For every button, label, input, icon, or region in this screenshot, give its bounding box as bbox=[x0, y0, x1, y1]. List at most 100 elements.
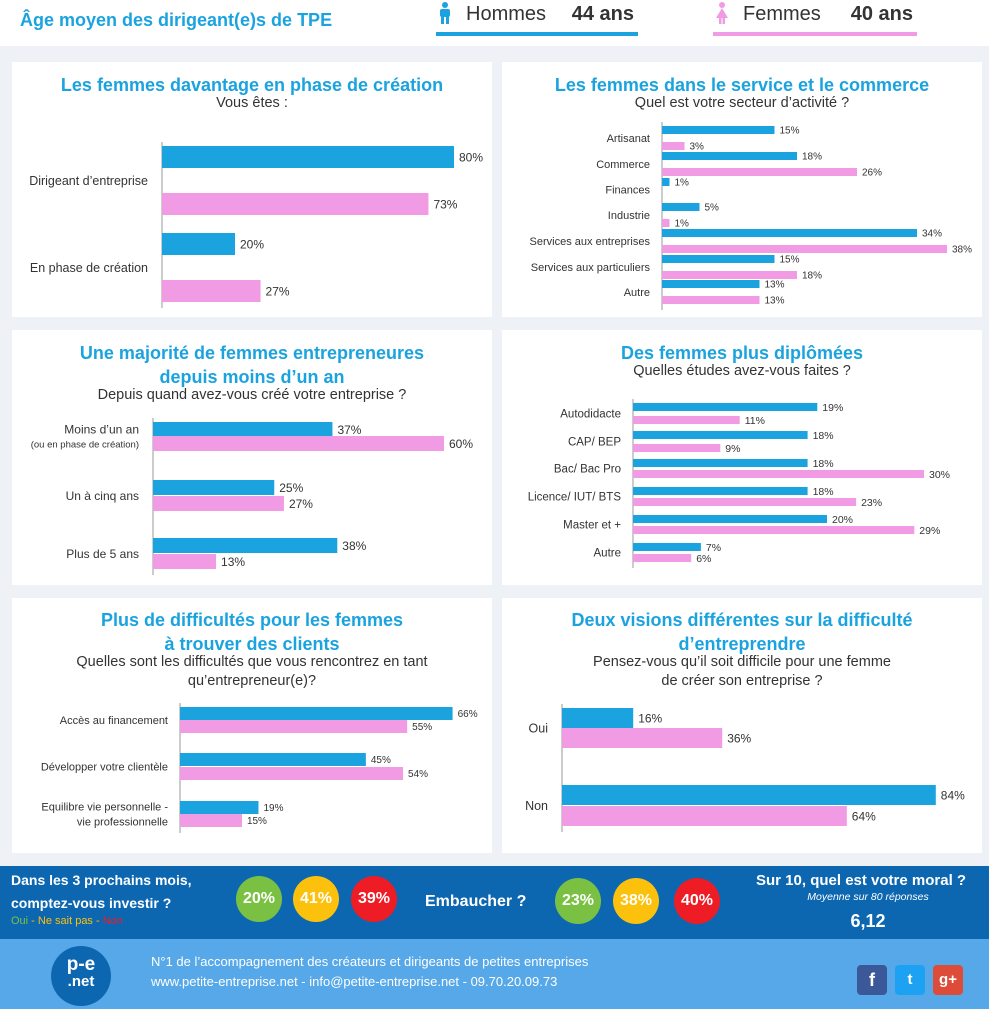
category-label: Moins d’un an bbox=[64, 422, 139, 436]
data-label: 18% bbox=[813, 430, 834, 442]
bar-hommes bbox=[162, 233, 235, 255]
category-label: Equilibre vie personnelle - bbox=[41, 801, 168, 813]
bar-femmes bbox=[662, 245, 947, 253]
data-label: 9% bbox=[725, 443, 740, 455]
category-label: Oui bbox=[529, 722, 548, 736]
brand-logo: p-e .net bbox=[51, 946, 111, 1006]
hire-nsp-circle: 38% bbox=[613, 878, 659, 924]
bar-hommes bbox=[633, 403, 818, 411]
bar-femmes bbox=[153, 496, 284, 511]
data-label: 18% bbox=[802, 152, 822, 163]
bar-chart: 66% 55% Accès au financement 45% 54% Développ… bbox=[41, 703, 478, 833]
bar-hommes bbox=[662, 152, 797, 160]
bar-femmes bbox=[662, 142, 685, 150]
data-label: 18% bbox=[813, 486, 834, 498]
data-label: 84% bbox=[941, 788, 965, 802]
category-label: Développer votre clientèle bbox=[41, 761, 168, 773]
chart-subtitle-line: qu’entrepreneur(e)? bbox=[187, 673, 317, 689]
category-label: Un à cinq ans bbox=[66, 489, 139, 503]
header-bar: Âge moyen des dirigeant(e)s de TPE Homme… bbox=[0, 0, 989, 46]
data-label: 6% bbox=[696, 553, 711, 565]
bar-hommes bbox=[562, 785, 936, 805]
facebook-icon[interactable]: f bbox=[857, 965, 887, 995]
data-label: 34% bbox=[922, 229, 942, 240]
data-label: 1% bbox=[675, 178, 690, 189]
chart-title-line: à trouver des clients bbox=[164, 634, 340, 654]
bar-chart: 37% 60% Moins d’un an (ou en phase de créat… bbox=[31, 418, 473, 575]
chart-subtitle-line: Quelles sont les difficultés que vous re… bbox=[76, 654, 428, 670]
category-label: Non bbox=[525, 799, 548, 813]
data-label: 45% bbox=[371, 755, 391, 766]
data-label: 18% bbox=[802, 271, 822, 282]
bar-femmes bbox=[633, 416, 740, 424]
category-label: Artisanat bbox=[607, 133, 650, 145]
category-label: Plus de 5 ans bbox=[66, 547, 139, 561]
data-label: 55% bbox=[412, 722, 432, 733]
category-label: Accès au financement bbox=[60, 715, 168, 727]
category-label: Licence/ IUT/ BTS bbox=[528, 492, 622, 504]
panel-education: Des femmes plus diplômées Quelles études … bbox=[502, 330, 982, 585]
category-label: Autodidacte bbox=[560, 409, 621, 421]
logo-bottom-text: .net bbox=[67, 973, 95, 990]
women-age-card: Femmes 40 ans bbox=[713, 0, 917, 36]
data-label: 5% bbox=[705, 203, 720, 214]
data-label: 20% bbox=[240, 237, 264, 251]
male-icon bbox=[440, 2, 450, 24]
category-label: En phase de création bbox=[30, 261, 148, 275]
bar-femmes bbox=[662, 296, 760, 304]
invest-question-line2: comptez-vous investir ? bbox=[11, 895, 172, 911]
data-label: 73% bbox=[433, 197, 457, 211]
bar-hommes bbox=[153, 538, 338, 553]
bar-hommes bbox=[180, 801, 259, 814]
bar-hommes bbox=[633, 543, 701, 551]
category-label: Autre bbox=[624, 287, 650, 299]
bar-femmes bbox=[633, 526, 915, 534]
header-title: Âge moyen des dirigeant(e)s de TPE bbox=[20, 10, 333, 30]
panel-sector: Les femmes dans le service et le commerc… bbox=[502, 62, 982, 317]
brand-footer: p-e .net N°1 de l’accompagnement des cré… bbox=[0, 939, 989, 1009]
data-label: 15% bbox=[247, 816, 267, 827]
data-label: 1% bbox=[675, 219, 690, 230]
data-label: 18% bbox=[813, 458, 834, 470]
category-label: CAP/ BEP bbox=[568, 437, 621, 449]
chart-subtitle-line: de créer son entreprise ? bbox=[661, 673, 823, 689]
bar-hommes bbox=[153, 480, 275, 495]
invest-non-circle: 39% bbox=[351, 876, 397, 922]
female-icon bbox=[716, 2, 728, 24]
bar-hommes bbox=[180, 707, 453, 720]
data-label: 16% bbox=[638, 711, 662, 725]
chart-subtitle-line: Depuis quand avez-vous créé votre entrep… bbox=[97, 387, 407, 403]
bar-femmes bbox=[180, 767, 404, 780]
bar-femmes bbox=[162, 280, 261, 302]
category-label: (ou en phase de création) bbox=[31, 439, 139, 450]
bar-hommes bbox=[562, 708, 634, 728]
bar-chart: 15% 3% Artisanat 18% 26% Commerce 1% Finances 5%… bbox=[530, 122, 972, 310]
panel-creation-phase: Les femmes davantage en phase de créatio… bbox=[12, 62, 492, 317]
answer-legend: Oui - Ne sait pas - Non bbox=[11, 915, 123, 927]
invest-nsp-circle: 41% bbox=[293, 876, 339, 922]
legend-sep-1: - bbox=[28, 915, 38, 927]
data-label: 13% bbox=[221, 555, 245, 569]
data-label: 19% bbox=[263, 803, 283, 814]
invest-question-line1: Dans les 3 prochains mois, bbox=[11, 872, 192, 888]
google-plus-icon[interactable]: g+ bbox=[933, 965, 963, 995]
data-label: 11% bbox=[745, 415, 765, 427]
hire-oui-circle: 23% bbox=[555, 878, 601, 924]
bar-hommes bbox=[162, 146, 454, 168]
legend-nsp: Ne sait pas bbox=[37, 915, 93, 927]
category-label: Master et + bbox=[563, 520, 621, 532]
bar-hommes bbox=[633, 487, 808, 495]
twitter-icon[interactable]: t bbox=[895, 965, 925, 995]
bar-chart: 16% 36% Oui 84% 64% Non bbox=[525, 704, 965, 832]
chart-title-line: Les femmes dans le service et le commerc… bbox=[554, 75, 930, 95]
bar-femmes bbox=[153, 554, 217, 569]
category-label: Dirigeant d’entreprise bbox=[29, 174, 148, 188]
moral-value: 6,12 bbox=[850, 911, 886, 931]
bar-femmes bbox=[162, 193, 429, 215]
men-label: Hommes bbox=[466, 3, 547, 25]
women-label: Femmes bbox=[743, 3, 821, 25]
chart-subtitle-line: Quelles études avez-vous faites ? bbox=[633, 363, 851, 379]
moral-title: Sur 10, quel est votre moral ? bbox=[756, 872, 967, 889]
bar-femmes bbox=[153, 436, 444, 451]
bar-chart: 19% 11% Autodidacte 18% 9% CAP/ BEP 18% 30% Bac/… bbox=[528, 399, 950, 568]
